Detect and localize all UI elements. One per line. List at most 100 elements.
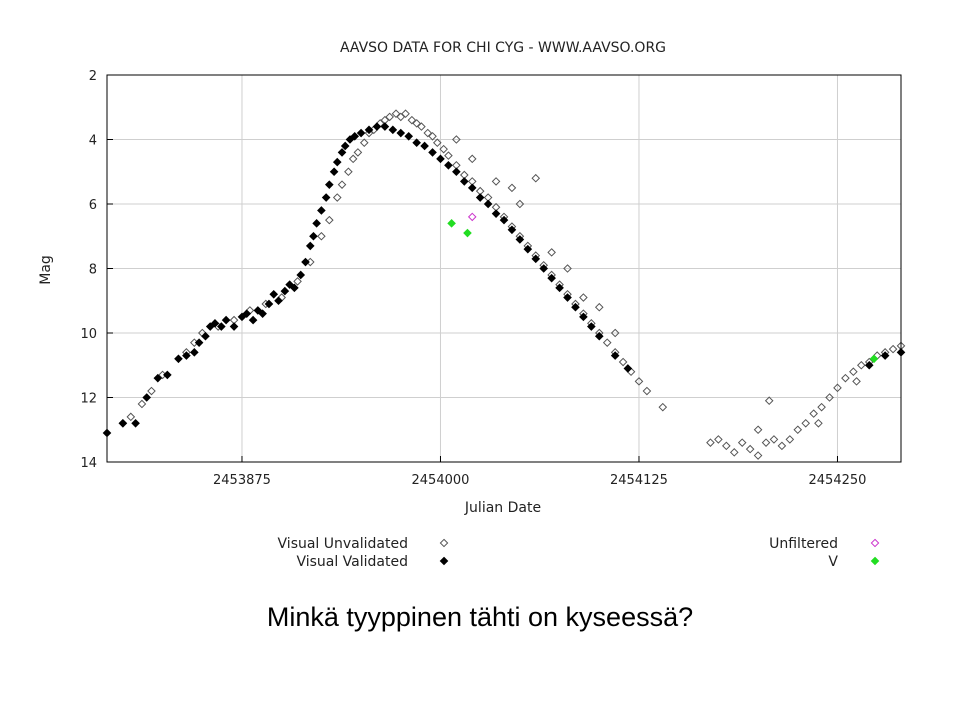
data-point bbox=[317, 231, 326, 241]
data-point bbox=[153, 373, 163, 383]
data-point bbox=[344, 167, 353, 177]
data-point bbox=[753, 451, 763, 460]
x-tick-label: 2453875 bbox=[213, 473, 271, 488]
data-point bbox=[610, 351, 620, 360]
data-point bbox=[531, 254, 541, 264]
y-axis-label: Mag bbox=[38, 255, 54, 285]
legend-label: Visual Validated bbox=[296, 554, 408, 570]
data-point bbox=[325, 180, 334, 189]
data-point bbox=[459, 177, 469, 186]
data-point bbox=[428, 148, 437, 157]
data-point bbox=[118, 418, 128, 428]
legend-entry: V bbox=[828, 554, 880, 570]
data-point bbox=[452, 167, 461, 177]
data-point bbox=[515, 235, 525, 244]
data-point bbox=[350, 131, 360, 141]
data-point bbox=[515, 199, 525, 209]
legend-label: V bbox=[828, 554, 838, 570]
data-point bbox=[491, 209, 501, 218]
data-point bbox=[309, 231, 318, 241]
data-point bbox=[439, 144, 448, 154]
data-point bbox=[880, 351, 890, 360]
data-point bbox=[258, 309, 267, 318]
y-tick-label: 6 bbox=[89, 198, 97, 213]
data-point bbox=[248, 315, 258, 325]
data-point bbox=[201, 331, 210, 341]
data-point bbox=[412, 119, 421, 128]
data-point bbox=[852, 377, 861, 386]
data-point bbox=[594, 331, 604, 341]
data-point bbox=[428, 131, 437, 141]
data-point bbox=[290, 283, 299, 293]
data-point bbox=[753, 425, 763, 435]
data-point bbox=[888, 344, 898, 354]
data-point bbox=[814, 418, 823, 428]
data-points bbox=[102, 109, 906, 460]
data-point bbox=[423, 128, 433, 138]
data-point bbox=[463, 228, 472, 238]
data-point bbox=[182, 351, 191, 360]
data-point bbox=[401, 109, 410, 119]
data-point bbox=[317, 206, 326, 215]
data-point bbox=[305, 241, 315, 251]
data-point bbox=[396, 128, 406, 138]
data-point bbox=[785, 435, 795, 444]
data-point bbox=[714, 435, 723, 444]
data-point bbox=[332, 157, 342, 167]
legend-marker bbox=[439, 538, 449, 548]
data-point bbox=[531, 173, 541, 183]
data-point bbox=[142, 393, 152, 402]
data-point bbox=[253, 306, 263, 315]
legend: Visual Unvalidated Visual Validated Unfilt… bbox=[278, 536, 880, 570]
data-point bbox=[571, 302, 580, 312]
data-point bbox=[634, 377, 644, 386]
data-point bbox=[825, 393, 834, 402]
x-tick-label: 2454250 bbox=[809, 473, 867, 488]
data-point bbox=[623, 364, 633, 373]
data-point bbox=[602, 338, 612, 347]
data-point bbox=[801, 418, 811, 428]
y-tick-label: 14 bbox=[80, 456, 97, 471]
data-point bbox=[547, 273, 556, 283]
data-point bbox=[491, 177, 501, 186]
data-point bbox=[764, 396, 774, 406]
data-point bbox=[229, 322, 239, 331]
data-point bbox=[404, 131, 414, 141]
data-point bbox=[174, 354, 183, 364]
data-point bbox=[221, 315, 231, 325]
data-point bbox=[610, 328, 620, 338]
data-point bbox=[388, 125, 398, 135]
data-point bbox=[467, 154, 477, 164]
legend-marker bbox=[870, 538, 880, 548]
data-point bbox=[359, 138, 369, 148]
data-point bbox=[444, 160, 453, 170]
data-point bbox=[280, 286, 290, 296]
data-point bbox=[364, 125, 374, 135]
data-point bbox=[793, 425, 803, 435]
data-point bbox=[137, 399, 147, 409]
data-point bbox=[729, 448, 739, 457]
data-point bbox=[210, 319, 220, 328]
data-point bbox=[432, 138, 442, 148]
data-point bbox=[507, 225, 517, 235]
data-point bbox=[467, 183, 477, 193]
data-point bbox=[658, 402, 668, 412]
data-point bbox=[555, 283, 564, 293]
data-point bbox=[269, 289, 279, 299]
data-point bbox=[579, 312, 588, 322]
data-point bbox=[126, 412, 136, 422]
legend-label: Unfiltered bbox=[769, 536, 838, 552]
series-visual-unvalidated bbox=[118, 109, 906, 460]
data-point bbox=[869, 354, 879, 364]
data-point bbox=[340, 141, 350, 151]
data-point bbox=[523, 244, 533, 254]
data-point bbox=[539, 264, 549, 273]
data-point bbox=[483, 199, 493, 209]
grid bbox=[107, 75, 901, 462]
data-point bbox=[242, 309, 252, 318]
series-visual-validated bbox=[102, 122, 906, 438]
data-point bbox=[745, 444, 755, 454]
data-point bbox=[412, 138, 421, 148]
data-point bbox=[761, 438, 771, 447]
x-tick-label: 2454125 bbox=[610, 473, 668, 488]
